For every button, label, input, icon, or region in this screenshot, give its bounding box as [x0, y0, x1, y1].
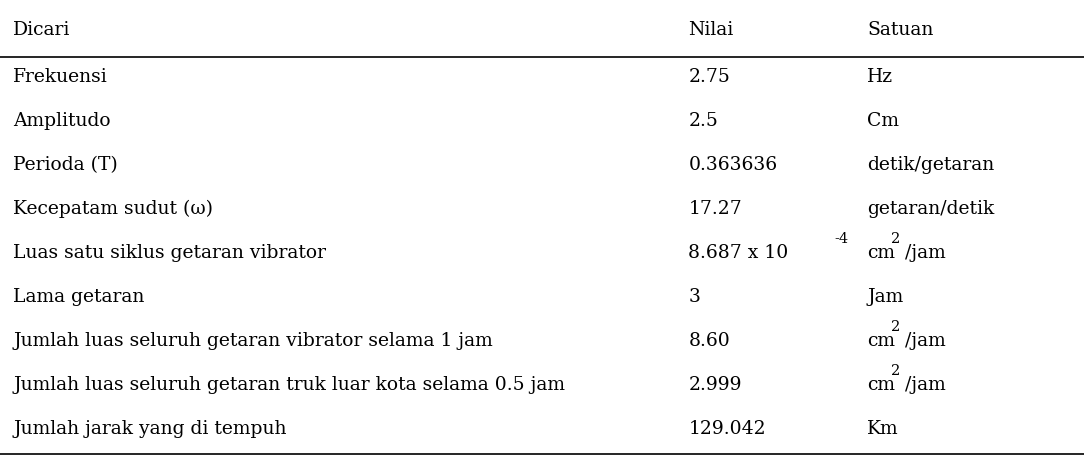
Text: Frekuensi: Frekuensi — [13, 68, 107, 85]
Text: /jam: /jam — [905, 332, 946, 349]
Text: 0.363636: 0.363636 — [688, 156, 777, 173]
Text: cm: cm — [867, 332, 895, 349]
Text: 2.75: 2.75 — [688, 68, 731, 85]
Text: Jumlah jarak yang di tempuh: Jumlah jarak yang di tempuh — [13, 419, 286, 437]
Text: 2: 2 — [891, 363, 901, 377]
Text: getaran/detik: getaran/detik — [867, 200, 994, 217]
Text: -4: -4 — [835, 232, 849, 245]
Text: Jumlah luas seluruh getaran truk luar kota selama 0.5 jam: Jumlah luas seluruh getaran truk luar ko… — [13, 375, 565, 393]
Text: Cm: Cm — [867, 112, 900, 129]
Text: 129.042: 129.042 — [688, 419, 766, 437]
Text: Satuan: Satuan — [867, 21, 933, 39]
Text: Jumlah luas seluruh getaran vibrator selama 1 jam: Jumlah luas seluruh getaran vibrator sel… — [13, 332, 493, 349]
Text: /jam: /jam — [905, 375, 946, 393]
Text: 3: 3 — [688, 288, 700, 305]
Text: /jam: /jam — [905, 244, 946, 261]
Text: 8.60: 8.60 — [688, 332, 731, 349]
Text: 2: 2 — [891, 232, 901, 245]
Text: Amplitudo: Amplitudo — [13, 112, 111, 129]
Text: cm: cm — [867, 244, 895, 261]
Text: Luas satu siklus getaran vibrator: Luas satu siklus getaran vibrator — [13, 244, 326, 261]
Text: Nilai: Nilai — [688, 21, 734, 39]
Text: Kecepatam sudut (ω): Kecepatam sudut (ω) — [13, 199, 214, 218]
Text: Lama getaran: Lama getaran — [13, 288, 144, 305]
Text: detik/getaran: detik/getaran — [867, 156, 994, 173]
Text: Jam: Jam — [867, 288, 903, 305]
Text: Dicari: Dicari — [13, 21, 70, 39]
Text: 2.999: 2.999 — [688, 375, 741, 393]
Text: Km: Km — [867, 419, 899, 437]
Text: 2.5: 2.5 — [688, 112, 719, 129]
Text: Hz: Hz — [867, 68, 893, 85]
Text: Perioda (T): Perioda (T) — [13, 156, 118, 173]
Text: 2: 2 — [891, 319, 901, 333]
Text: 17.27: 17.27 — [688, 200, 743, 217]
Text: cm: cm — [867, 375, 895, 393]
Text: 8.687 x 10: 8.687 x 10 — [688, 244, 788, 261]
